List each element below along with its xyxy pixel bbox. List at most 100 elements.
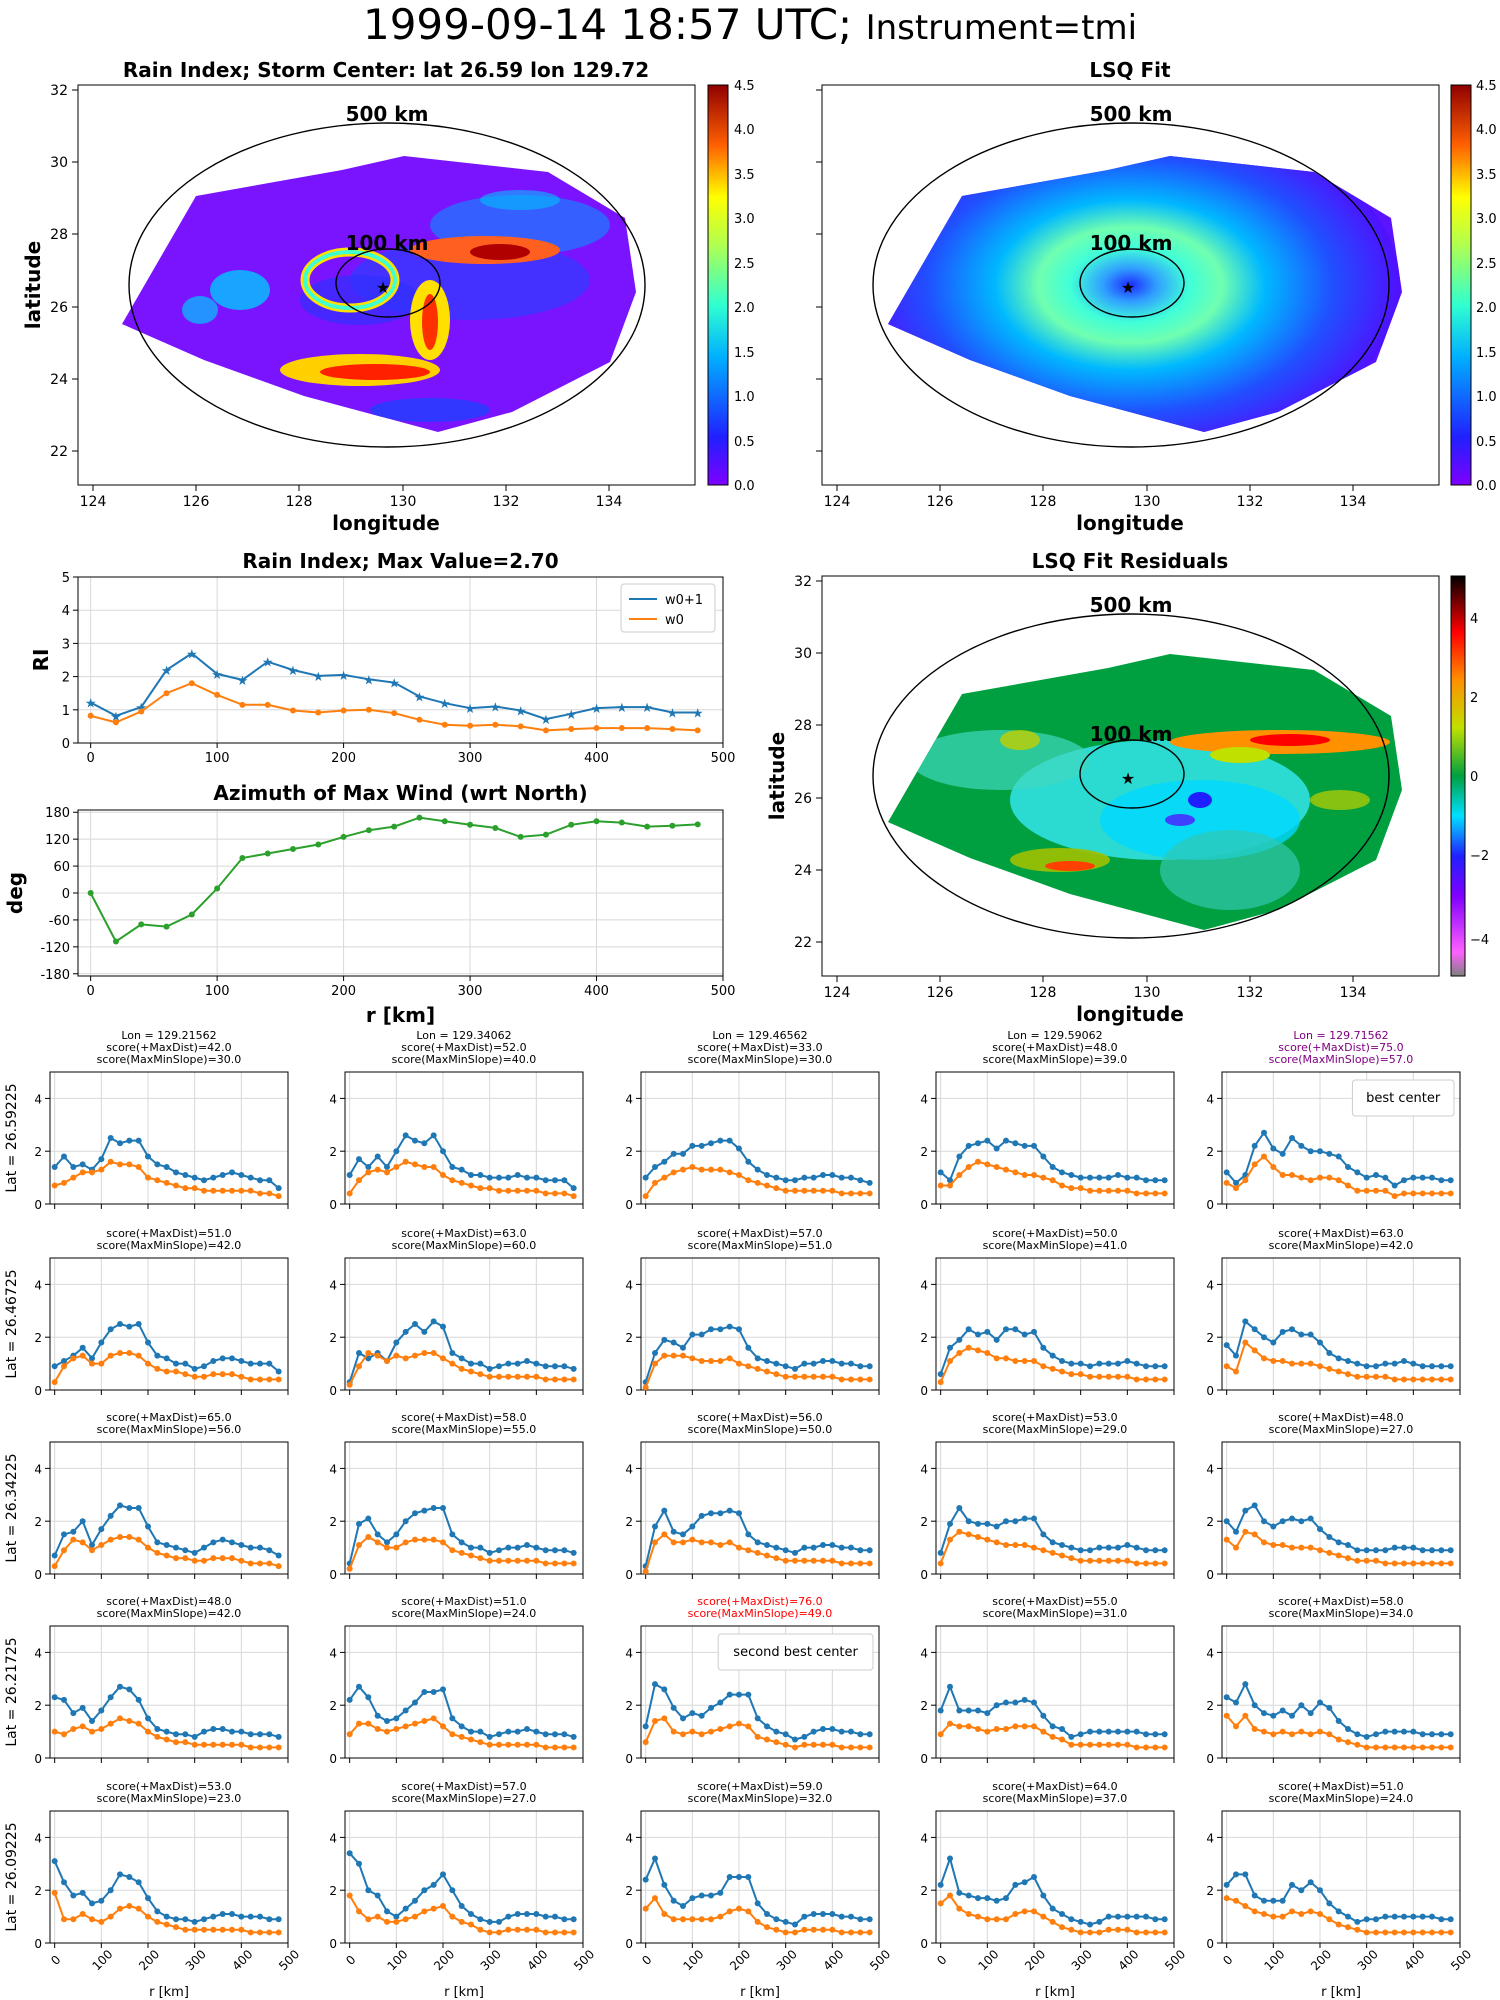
data-point bbox=[61, 1731, 67, 1738]
y-tick-label: 2 bbox=[34, 1515, 42, 1529]
rain-index-ring-500 bbox=[128, 122, 646, 448]
data-point bbox=[1143, 1547, 1149, 1554]
y-tick-label: 2 bbox=[920, 1331, 928, 1345]
data-point bbox=[1242, 1177, 1249, 1184]
x-tick-label: 200 bbox=[1022, 1947, 1048, 1973]
data-point bbox=[801, 1544, 808, 1551]
data-point bbox=[98, 1360, 105, 1367]
residuals-y-axis: 22 24 26 28 30 32 latitude bbox=[765, 574, 822, 951]
cell-score-maxdist: score(+MaxDist)=53.0 bbox=[106, 1780, 231, 1793]
data-point bbox=[89, 1169, 95, 1176]
cell-legend-label: best center bbox=[1366, 1091, 1441, 1106]
data-point bbox=[866, 1560, 873, 1567]
data-point bbox=[201, 1557, 207, 1564]
plot-frame bbox=[344, 1071, 584, 1205]
cbar-tick: 1.0 bbox=[1476, 390, 1497, 405]
data-point bbox=[1251, 1531, 1258, 1538]
data-point bbox=[1115, 1913, 1121, 1920]
data-point bbox=[173, 1739, 179, 1746]
data-point bbox=[340, 833, 347, 840]
data-point bbox=[1242, 1528, 1249, 1535]
data-point bbox=[1087, 1929, 1093, 1936]
data-point bbox=[552, 1177, 558, 1184]
data-point bbox=[191, 1549, 198, 1556]
y-tick-label: 4 bbox=[34, 1278, 42, 1292]
data-point bbox=[975, 1895, 981, 1902]
plot-frame bbox=[1221, 1071, 1461, 1205]
y-tick-label: 4 bbox=[625, 1278, 633, 1292]
data-point bbox=[229, 1355, 235, 1362]
data-point bbox=[1152, 1929, 1159, 1936]
data-point bbox=[1251, 1892, 1258, 1899]
data-point bbox=[1317, 1174, 1323, 1181]
data-point bbox=[51, 1694, 58, 1701]
data-point bbox=[829, 1910, 836, 1917]
y-tick-label: 0 bbox=[1206, 1384, 1214, 1398]
data-point bbox=[356, 1520, 362, 1527]
data-point bbox=[356, 1177, 362, 1184]
data-point bbox=[468, 1921, 474, 1928]
data-point: ★ bbox=[616, 701, 628, 716]
data-point bbox=[70, 1725, 77, 1732]
x-tick-label: 100 bbox=[205, 751, 230, 766]
data-point bbox=[1115, 1187, 1121, 1194]
data-point bbox=[441, 721, 448, 728]
data-point bbox=[801, 1360, 808, 1367]
data-point: ★ bbox=[464, 702, 476, 717]
data-point bbox=[126, 1350, 133, 1357]
data-point bbox=[440, 1148, 446, 1155]
data-point bbox=[669, 822, 676, 829]
data-point bbox=[1279, 1728, 1286, 1735]
data-point bbox=[745, 1908, 752, 1915]
data-point bbox=[412, 1510, 418, 1517]
data-point bbox=[1077, 1731, 1084, 1738]
cell-score-maxdist: score(+MaxDist)=57.0 bbox=[401, 1780, 526, 1793]
data-point bbox=[1233, 1871, 1239, 1878]
data-point bbox=[154, 1733, 161, 1740]
data-point bbox=[191, 1373, 198, 1380]
data-point bbox=[838, 1913, 845, 1920]
data-point bbox=[1105, 1557, 1112, 1564]
data-point bbox=[1354, 1360, 1361, 1367]
plot-frame bbox=[640, 1257, 880, 1391]
data-point bbox=[1429, 1174, 1435, 1181]
data-point bbox=[468, 1736, 474, 1743]
data-point bbox=[542, 1929, 549, 1936]
data-point bbox=[773, 1555, 780, 1562]
data-point bbox=[219, 1725, 226, 1732]
data-point bbox=[1391, 1193, 1398, 1200]
data-point bbox=[782, 1547, 789, 1554]
lsq-fit-ring-500-label: 500 km bbox=[1090, 102, 1173, 126]
plot-frame bbox=[935, 1441, 1175, 1575]
data-point bbox=[1068, 1360, 1075, 1367]
data-point bbox=[552, 1547, 558, 1554]
data-point bbox=[866, 1929, 873, 1936]
data-point bbox=[89, 1541, 95, 1548]
data-point bbox=[1021, 1696, 1028, 1703]
data-point bbox=[1068, 1916, 1075, 1923]
data-point bbox=[1447, 1547, 1454, 1554]
data-point bbox=[937, 1169, 944, 1176]
data-point bbox=[1289, 1881, 1295, 1888]
data-point bbox=[201, 1373, 207, 1380]
data-point bbox=[773, 1544, 780, 1551]
data-point bbox=[857, 1363, 864, 1370]
data-point bbox=[1317, 1699, 1323, 1706]
data-point bbox=[542, 1560, 549, 1567]
data-point: ★ bbox=[161, 664, 173, 679]
y-tick-label: 2 bbox=[329, 1884, 337, 1898]
data-point bbox=[857, 1190, 864, 1197]
data-point bbox=[1087, 1363, 1093, 1370]
data-point bbox=[810, 1187, 817, 1194]
data-point bbox=[670, 1169, 677, 1176]
data-point bbox=[533, 1926, 540, 1933]
cbar-tick: 2.0 bbox=[1476, 301, 1497, 316]
cell-score-maxdist: score(+MaxDist)=58.0 bbox=[401, 1411, 526, 1424]
data-point bbox=[374, 1352, 381, 1359]
y-tick-label: 30 bbox=[50, 155, 68, 171]
x-tick-label: 100 bbox=[975, 1947, 1001, 1973]
data-point bbox=[965, 1518, 972, 1525]
lsq-fit-ring-500 bbox=[872, 122, 1390, 448]
data-point bbox=[568, 821, 575, 828]
